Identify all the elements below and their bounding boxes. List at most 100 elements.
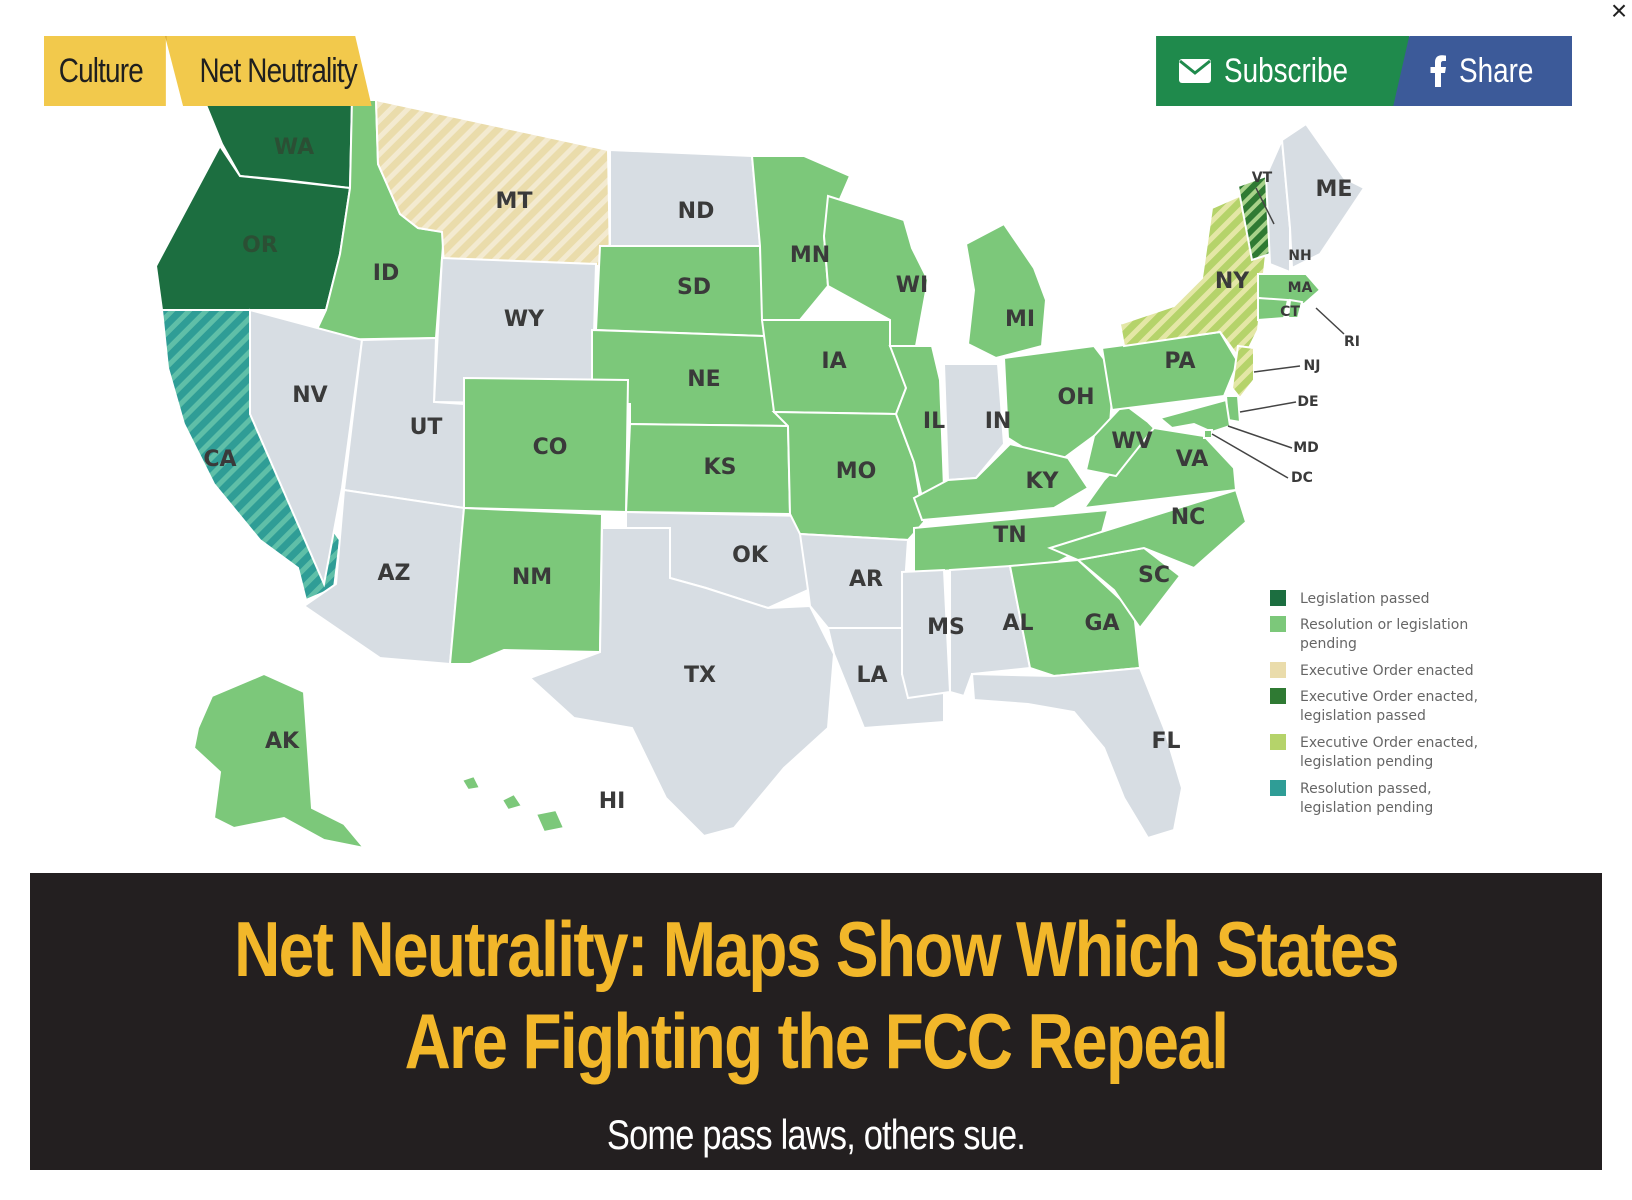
state-me — [1280, 122, 1366, 270]
state-label-or: OR — [242, 233, 278, 258]
state-label-vt: VT — [1252, 170, 1273, 186]
share-label: Share — [1459, 51, 1534, 90]
article-headline: Net Neutrality: Maps Show Which States A… — [234, 905, 1399, 1085]
article-hero: WA OR CA ID MT WY ND SD NE KS CO NV UT AZ NM OK TX MN IA MO… — [30, 0, 1602, 1170]
facebook-icon — [1430, 55, 1447, 87]
subscribe-button[interactable]: Subscribe — [1156, 36, 1410, 106]
state-label-ky: KY — [1026, 469, 1060, 494]
state-dc — [1203, 429, 1213, 439]
share-bar: Subscribe Share — [1156, 36, 1572, 106]
state-label-ri: RI — [1344, 334, 1360, 350]
state-hi — [460, 774, 566, 834]
leader-line-md — [1227, 425, 1293, 449]
state-label-mt: MT — [496, 189, 533, 214]
state-label-hi: HI — [599, 789, 626, 814]
legend-label: Executive Order enacted — [1300, 663, 1474, 679]
subscribe-label: Subscribe — [1224, 51, 1349, 90]
state-tx — [528, 527, 836, 838]
breadcrumb-label: Culture — [58, 51, 144, 90]
state-label-ct: CT — [1280, 304, 1300, 320]
state-label-az: AZ — [378, 561, 411, 586]
state-ky — [912, 442, 1090, 522]
state-label-nv: NV — [292, 383, 327, 408]
state-label-nd: ND — [678, 199, 715, 224]
state-label-co: CO — [533, 435, 568, 460]
state-label-mi: MI — [1005, 307, 1035, 332]
state-ak — [192, 672, 367, 850]
state-label-dc: DC — [1291, 470, 1313, 486]
state-label-wv: WV — [1111, 429, 1152, 454]
state-label-ak: AK — [265, 729, 300, 754]
legend-label: pending — [1300, 636, 1357, 652]
breadcrumb: Culture Net Neutrality — [44, 36, 417, 106]
state-label-mn: MN — [790, 243, 830, 268]
breadcrumb-culture[interactable]: Culture — [44, 36, 166, 106]
state-oh — [1002, 344, 1116, 460]
state-label-ms: MS — [927, 615, 965, 640]
legend-label: Resolution or legislation — [1300, 617, 1468, 633]
state-label-de: DE — [1297, 394, 1318, 410]
legend-item: Legislation passed — [1270, 590, 1430, 607]
state-nv — [249, 308, 364, 588]
state-label-wi: WI — [896, 273, 928, 298]
state-label-ne: NE — [687, 367, 720, 392]
breadcrumb-label: Net Neutrality — [199, 51, 357, 90]
state-label-nm: NM — [512, 565, 552, 590]
state-label-ny: NY — [1215, 269, 1250, 294]
legend-swatch — [1270, 688, 1286, 704]
state-label-oh: OH — [1057, 385, 1094, 410]
state-md — [1157, 398, 1232, 434]
legend-label: legislation pending — [1300, 800, 1433, 816]
legend-item: Executive Order enacted, legislation pend… — [1270, 734, 1478, 770]
state-label-tx: TX — [684, 663, 716, 688]
state-label-ga: GA — [1084, 611, 1119, 636]
legend-label: legislation pending — [1300, 754, 1433, 770]
state-nm — [448, 506, 604, 665]
state-label-in: IN — [985, 409, 1012, 434]
state-label-ia: IA — [821, 349, 846, 374]
legend-swatch — [1270, 734, 1286, 750]
state-fl — [970, 666, 1184, 840]
state-nd — [609, 148, 762, 247]
state-label-nc: NC — [1171, 505, 1206, 530]
leader-line-vt — [1255, 187, 1275, 225]
legend-label: Legislation passed — [1300, 591, 1430, 607]
state-label-wy: WY — [504, 307, 545, 332]
state-label-ma: MA — [1288, 280, 1313, 296]
state-label-md: MD — [1293, 440, 1319, 456]
state-label-ca: CA — [203, 447, 236, 472]
state-ms — [901, 568, 952, 700]
legend-swatch — [1270, 590, 1286, 606]
state-label-ut: UT — [410, 415, 443, 440]
state-label-va: VA — [1176, 447, 1209, 472]
state-label-sd: SD — [677, 275, 711, 300]
article-subhead: Some pass laws, others sue. — [606, 1111, 1026, 1158]
breadcrumb-net-neutrality[interactable]: Net Neutrality — [165, 36, 372, 106]
share-button[interactable]: Share — [1393, 36, 1572, 106]
legend-swatch — [1270, 662, 1286, 678]
legend-item: Resolution passed, legislation pending — [1270, 780, 1433, 816]
legend-item: Executive Order enacted, legislation pass… — [1270, 688, 1478, 724]
close-icon[interactable]: × — [1610, 0, 1628, 26]
us-map-svg: WA OR CA ID MT WY ND SD NE KS CO NV UT AZ NM OK TX MN IA MO… — [154, 98, 1478, 850]
leader-line-nj — [1253, 365, 1301, 373]
state-label-il: IL — [923, 409, 945, 434]
state-label-ar: AR — [849, 567, 883, 592]
legend-label: Resolution passed, — [1300, 781, 1432, 797]
legend-label: Executive Order enacted, — [1300, 735, 1478, 751]
state-ri — [1286, 298, 1304, 319]
state-label-nh: NH — [1288, 248, 1311, 264]
headline-panel: Net Neutrality: Maps Show Which States A… — [30, 873, 1602, 1170]
state-mt — [374, 98, 612, 267]
legend-item: Executive Order enacted — [1270, 662, 1474, 679]
legend-swatch — [1270, 780, 1286, 796]
state-label-id: ID — [373, 261, 399, 286]
state-label-me: ME — [1316, 177, 1353, 202]
state-label-al: AL — [1002, 611, 1033, 636]
legend-item: Resolution or legislation pending — [1270, 616, 1468, 652]
leader-line-de — [1239, 401, 1297, 413]
state-label-tn: TN — [993, 523, 1026, 548]
state-label-wa: WA — [274, 135, 314, 160]
leader-line-dc — [1211, 433, 1289, 479]
leader-line-ri — [1315, 307, 1345, 335]
